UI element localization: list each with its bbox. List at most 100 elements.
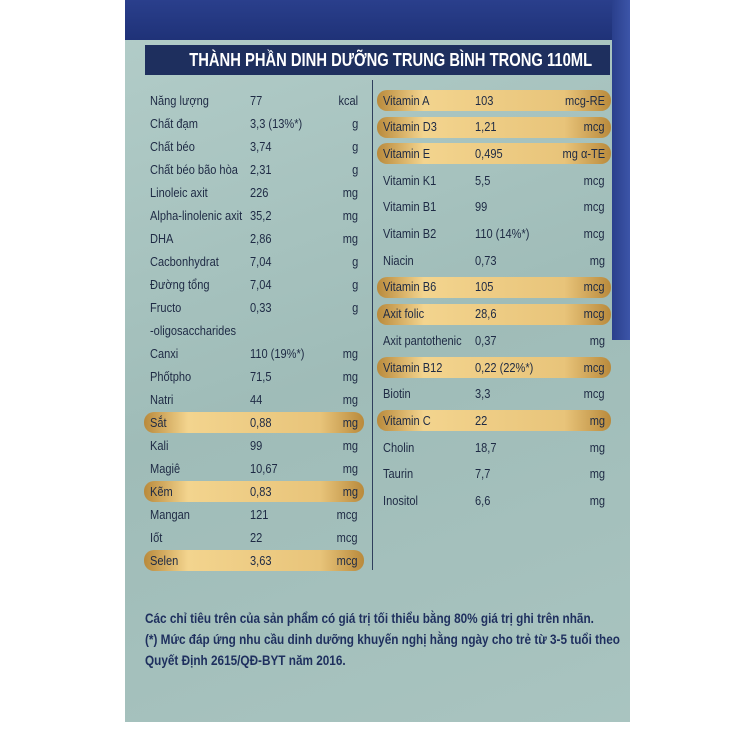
nutrient-value: 0,88	[250, 414, 272, 430]
nutrient-unit: mg	[589, 466, 605, 482]
nutrient-unit: mg	[589, 332, 605, 348]
side-band	[612, 0, 630, 340]
nutrient-unit: g	[351, 161, 358, 177]
nutrient-name: Đường tổng	[150, 276, 210, 292]
nutrient-name: Iốt	[150, 529, 163, 545]
nutrient-value: 0,495	[475, 145, 503, 161]
nutrient-unit: mg	[342, 437, 358, 453]
nutrient-unit: g	[351, 276, 358, 292]
nutrient-unit: mg	[589, 252, 605, 268]
package-panel: THÀNH PHẦN DINH DƯỠNG TRUNG BÌNH TRONG 1…	[125, 0, 630, 722]
nutrient-unit: mcg	[337, 552, 358, 568]
nutrient-name: DHA	[150, 230, 174, 246]
nutrient-unit: mcg	[337, 529, 358, 545]
nutrient-unit: mcg	[584, 359, 605, 375]
footnote: Quyết Định 2615/QĐ-BYT năm 2016.	[145, 652, 346, 668]
nutrient-unit: mg	[342, 184, 358, 200]
nutrient-name: Chất béo bão hòa	[150, 161, 238, 177]
nutrient-value: 99	[250, 437, 263, 453]
nutrient-name: Cacbonhydrat	[150, 253, 219, 269]
nutrient-name: Fructo -oligosaccharides	[150, 299, 236, 338]
nutrient-unit: mg	[342, 483, 358, 499]
nutrient-unit: mg	[342, 230, 358, 246]
nutrient-name: Năng lượng	[150, 92, 209, 108]
row-highlight	[377, 116, 611, 138]
nutrient-value: 7,7	[475, 466, 491, 482]
nutrient-name: Chất đạm	[150, 115, 198, 131]
nutrient-value: 99	[475, 199, 488, 215]
column-divider	[372, 80, 373, 570]
nutrient-unit: mg	[589, 412, 605, 428]
nutrient-name: Alpha-linolenic axit	[150, 207, 243, 223]
nutrient-name: Magiê	[150, 460, 181, 476]
row-highlight	[377, 357, 611, 378]
nutrient-name: Sắt	[150, 414, 167, 430]
nutrient-name: Canxi	[150, 345, 179, 361]
header-bar: THÀNH PHẦN DINH DƯỠNG TRUNG BÌNH TRONG 1…	[145, 45, 610, 75]
nutrient-name: Vitamin A	[383, 92, 430, 108]
nutrient-unit: g	[351, 138, 358, 154]
nutrient-unit: mg	[589, 439, 605, 455]
nutrient-value: 10,67	[250, 460, 278, 476]
nutrient-value: 3,3 (13%*)	[250, 115, 303, 131]
nutrient-value: 0,22 (22%*)	[475, 359, 534, 375]
nutrient-name: Selen	[150, 552, 179, 568]
nutrient-name: Axit pantothenic	[383, 332, 462, 348]
nutrient-value: 71,5	[250, 368, 272, 384]
nutrient-value: 35,2	[250, 207, 272, 223]
row-highlight	[377, 303, 611, 325]
nutrient-value: 7,04	[250, 276, 272, 292]
nutrient-name: Cholin	[383, 439, 415, 455]
nutrient-unit: mg	[342, 414, 358, 430]
nutrient-value: 2,31	[250, 161, 272, 177]
nutrient-value: 44	[250, 391, 263, 407]
nutrient-value: 103	[475, 92, 494, 108]
nutrient-value: 226	[250, 184, 269, 200]
nutrient-name: Vitamin K1	[383, 172, 437, 188]
nutrient-value: 110 (19%*)	[250, 345, 305, 361]
nutrient-value: 121	[250, 506, 269, 522]
nutrient-unit: mcg	[584, 119, 605, 135]
nutrient-name: Vitamin C	[383, 412, 431, 428]
nutrient-name: Mangan	[150, 506, 190, 522]
nutrient-value: 5,5	[475, 172, 491, 188]
nutrient-unit: mg	[342, 207, 358, 223]
nutrient-unit: mcg-RE	[565, 92, 605, 108]
nutrient-name: Vitamin E	[383, 145, 431, 161]
nutrient-name: Vitamin B2	[383, 226, 437, 241]
nutrient-value: 3,3	[475, 386, 491, 402]
nutrient-value: 6,6	[475, 493, 491, 508]
row-highlight	[377, 410, 611, 432]
nutrient-value: 22	[475, 412, 488, 428]
nutrient-unit: mcg	[584, 226, 605, 241]
nutrient-name: Inositol	[383, 493, 419, 508]
row-highlight	[144, 481, 364, 502]
nutrient-name: Vitamin B12	[383, 359, 443, 375]
nutrient-value: 110 (14%*)	[475, 226, 530, 241]
nutrient-unit: g	[351, 253, 358, 269]
nutrient-name: Axit folic	[383, 306, 425, 322]
nutrient-name: Linoleic axit	[150, 184, 208, 200]
nutrient-value: 77	[250, 92, 263, 108]
row-highlight	[377, 90, 611, 111]
nutrient-name: Kali	[150, 437, 169, 453]
row-highlight	[144, 550, 364, 571]
nutrient-unit: mcg	[584, 199, 605, 215]
nutrient-value: 1,21	[475, 119, 497, 135]
nutrient-name: Kẽm	[150, 483, 173, 499]
nutrient-value: 22	[250, 529, 263, 545]
row-highlight	[377, 143, 611, 165]
nutrient-unit: mg α-TE	[562, 145, 605, 161]
nutrient-value: 28,6	[475, 306, 497, 322]
nutrient-value: 3,74	[250, 138, 272, 154]
nutrient-unit: g	[351, 299, 358, 315]
nutrient-unit: mg	[342, 391, 358, 407]
nutrient-value: 3,63	[250, 552, 272, 568]
nutrient-unit: mg	[342, 368, 358, 384]
nutrient-value: 7,04	[250, 253, 272, 269]
nutrient-name: Biotin	[383, 386, 411, 402]
nutrient-value: 0,33	[250, 299, 272, 315]
footnote: (*) Mức đáp ứng nhu cầu dinh dưỡng khuyế…	[145, 631, 620, 647]
nutrient-name: Natri	[150, 391, 174, 407]
